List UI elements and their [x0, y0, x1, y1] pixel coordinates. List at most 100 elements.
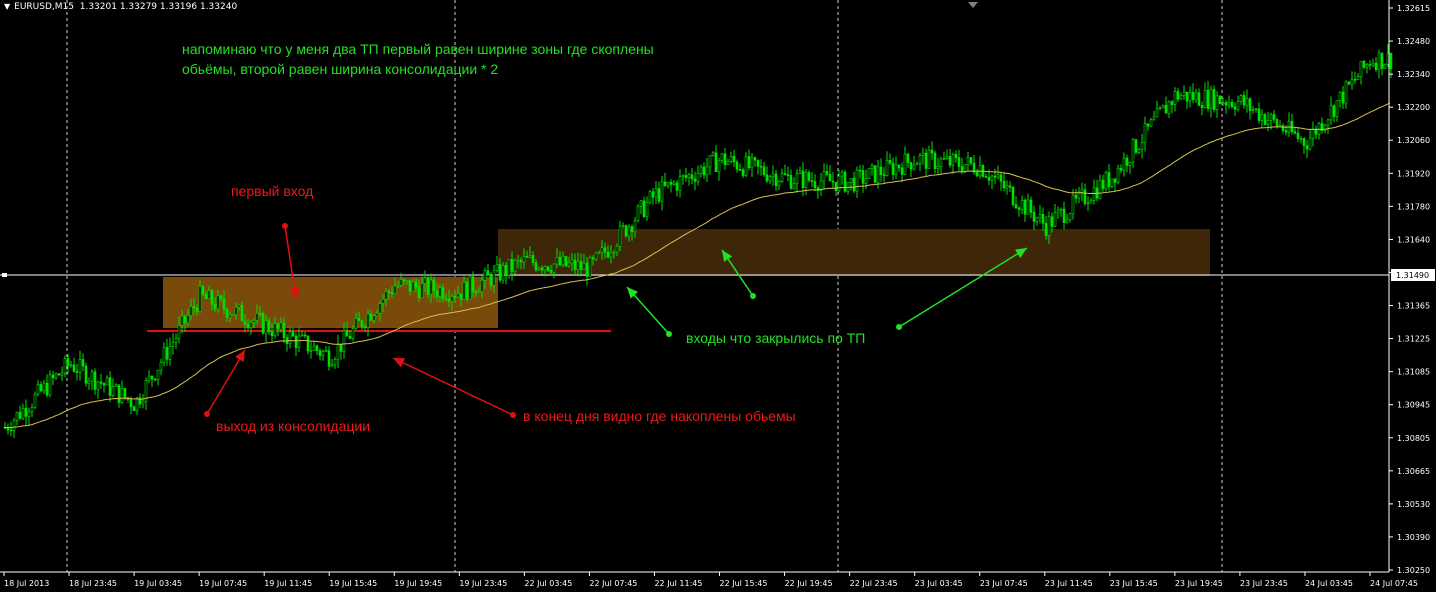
candle-body	[195, 307, 199, 312]
candle-body	[1194, 92, 1198, 100]
candle-body	[1038, 213, 1042, 219]
candle-body	[1299, 138, 1303, 140]
candle-body	[66, 358, 70, 366]
candle-body	[927, 149, 931, 169]
arrow-shaft	[898, 247, 1028, 328]
candle-body	[675, 182, 679, 191]
candle-body	[885, 160, 889, 176]
candle-body	[144, 380, 148, 402]
candle-body	[1026, 199, 1030, 215]
candle-body	[969, 157, 973, 164]
dropdown-arrow-icon[interactable]: ▼	[4, 2, 11, 11]
candle-body	[1365, 64, 1369, 68]
candle-body	[882, 174, 886, 177]
arrow-volumes	[392, 357, 516, 418]
candle-body	[1185, 91, 1189, 102]
candle-body	[831, 180, 835, 183]
candle-body	[1146, 123, 1150, 127]
candle-body	[15, 411, 19, 421]
candle-body	[1125, 157, 1129, 166]
candle-body	[1356, 76, 1360, 81]
candle-body	[522, 256, 526, 263]
time-tick-label: 23 Jul 11:45	[1045, 579, 1093, 588]
candle-body	[579, 261, 583, 270]
candle-body	[1068, 213, 1072, 221]
candle-body	[1011, 186, 1015, 205]
candle-body	[621, 225, 625, 227]
candle-body	[306, 335, 310, 352]
candle-body	[1050, 216, 1054, 227]
arrow-head	[235, 350, 245, 363]
candle-body	[951, 153, 955, 166]
candle-body	[789, 175, 793, 189]
candle-body	[1347, 81, 1351, 85]
candle-body	[543, 266, 547, 271]
price-tick-label: 1.32060	[1397, 136, 1430, 145]
candle-body	[573, 259, 577, 270]
candle-body	[477, 291, 481, 294]
arrow-tail-dot	[666, 331, 672, 337]
current-price-label: 1.31490	[1396, 271, 1429, 280]
candle-body	[417, 286, 421, 299]
price-tick-label: 1.31085	[1397, 368, 1430, 377]
candle-body	[585, 262, 589, 277]
candle-body	[510, 258, 514, 272]
arrow-head	[1015, 248, 1027, 259]
arrow-head	[289, 287, 300, 299]
candle-body	[597, 251, 601, 254]
candle-body	[996, 174, 1000, 178]
candle-body	[1302, 138, 1306, 146]
candle-body	[1092, 187, 1096, 202]
candle-body	[93, 371, 97, 390]
moving-average-line	[3, 102, 1391, 429]
candle-body	[774, 173, 778, 186]
candle-body	[1293, 131, 1297, 134]
candle-body	[210, 290, 214, 305]
candle-body	[246, 324, 250, 329]
candle-body	[447, 298, 451, 302]
candle-body	[1272, 114, 1276, 120]
candle-body	[606, 252, 610, 258]
candle-body	[294, 335, 298, 348]
candle-body	[564, 256, 568, 267]
candle-body	[363, 326, 367, 329]
candle-body	[1371, 62, 1375, 66]
candle-body	[489, 274, 493, 286]
candle-body	[1056, 209, 1060, 214]
candle-body	[1059, 208, 1063, 211]
candle-body	[1254, 108, 1258, 111]
candle-body	[240, 304, 244, 322]
candle-body	[108, 377, 112, 396]
candle-body	[948, 156, 952, 166]
candles-group	[3, 43, 1393, 438]
candle-body	[801, 170, 805, 188]
candle-body	[381, 298, 385, 304]
candle-body	[291, 331, 295, 337]
candle-body	[711, 152, 715, 156]
candle-body	[795, 173, 799, 184]
candle-body	[609, 252, 613, 258]
candle-body	[756, 159, 760, 167]
candle-body	[36, 384, 40, 395]
candle-body	[990, 175, 994, 181]
candle-body	[783, 173, 787, 175]
candle-body	[501, 265, 505, 281]
candle-body	[339, 343, 343, 352]
candle-body	[468, 276, 472, 300]
candle-body	[471, 276, 475, 293]
current-price-bg	[1391, 269, 1435, 281]
candle-body	[1152, 116, 1156, 121]
candle-body	[699, 166, 703, 174]
candle-body	[537, 267, 541, 271]
arrow-shaft	[206, 349, 246, 415]
time-tick-label: 19 Jul 03:45	[134, 579, 182, 588]
time-tick-label: 19 Jul 19:45	[394, 579, 442, 588]
candle-body	[759, 165, 763, 168]
candle-body	[693, 178, 697, 182]
candle-body	[360, 320, 364, 328]
candle-body	[909, 162, 913, 170]
candle-body	[639, 200, 643, 207]
candle-body	[474, 291, 478, 294]
